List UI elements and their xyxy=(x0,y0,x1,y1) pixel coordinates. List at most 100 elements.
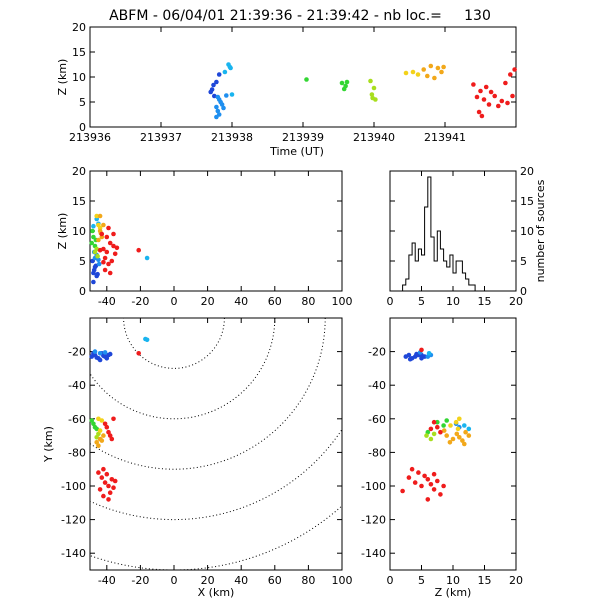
data-point xyxy=(455,426,461,432)
data-point xyxy=(476,109,482,115)
data-point xyxy=(478,88,483,94)
data-point xyxy=(371,85,377,91)
x-tick-label: 0 xyxy=(171,295,178,308)
data-point xyxy=(410,69,416,75)
data-point xyxy=(111,243,116,249)
data-point xyxy=(101,259,106,265)
data-point xyxy=(111,416,116,422)
data-point xyxy=(102,255,108,261)
data-point xyxy=(96,237,101,243)
sources-axis-label: number of sources xyxy=(534,179,547,282)
data-point xyxy=(136,247,141,253)
data-point xyxy=(91,267,97,273)
data-point xyxy=(428,482,434,487)
data-point xyxy=(428,426,434,432)
data-point xyxy=(101,466,106,472)
data-point xyxy=(343,83,348,89)
data-point xyxy=(212,93,217,99)
x-tick-label: 15 xyxy=(478,295,492,308)
x-tick-label: 213940 xyxy=(353,131,395,144)
data-point xyxy=(419,347,424,353)
data-point xyxy=(481,97,487,102)
data-point xyxy=(90,228,95,234)
data-point xyxy=(114,245,120,251)
x-tick-label: 100 xyxy=(332,574,353,587)
data-point xyxy=(101,493,106,499)
x-tick-label: 213936 xyxy=(69,131,111,144)
data-point xyxy=(112,251,118,257)
y-tick-label: -120 xyxy=(61,514,86,527)
y-tick-label: -60 xyxy=(368,413,386,426)
data-point xyxy=(444,433,450,438)
data-point xyxy=(428,63,434,69)
data-point xyxy=(109,436,115,442)
data-point xyxy=(435,419,440,425)
x-tick-label: 213938 xyxy=(211,131,253,144)
data-point xyxy=(97,213,103,219)
y-tick-label: 5 xyxy=(520,255,527,268)
data-point xyxy=(136,351,141,356)
data-point xyxy=(216,97,222,102)
data-point xyxy=(426,351,432,356)
data-point xyxy=(144,255,150,261)
data-point xyxy=(425,73,430,79)
data-point xyxy=(96,443,101,449)
data-point xyxy=(474,94,480,100)
x-tick-label: 20 xyxy=(509,574,523,587)
data-point xyxy=(403,70,409,76)
y-tick-label: -120 xyxy=(361,514,386,527)
data-point xyxy=(510,93,515,99)
data-point xyxy=(435,65,441,71)
y-axis-label: Y (km) xyxy=(42,426,55,463)
data-point xyxy=(447,440,453,445)
data-point xyxy=(97,351,103,356)
y-tick-label: 10 xyxy=(72,225,86,238)
data-point xyxy=(406,475,412,480)
data-point xyxy=(229,92,235,97)
y-tick-label: -20 xyxy=(368,346,386,359)
x-tick-label: 40 xyxy=(234,574,248,587)
data-point xyxy=(99,231,105,237)
data-point xyxy=(512,67,517,72)
data-point xyxy=(102,350,108,355)
data-point xyxy=(95,253,100,259)
data-point xyxy=(492,93,498,99)
z-axis-label: Z (km) xyxy=(56,213,69,250)
data-point xyxy=(416,470,421,475)
y-tick-label: -100 xyxy=(361,480,386,493)
data-point xyxy=(466,433,472,438)
data-point xyxy=(435,478,440,484)
data-point xyxy=(107,240,113,246)
data-point xyxy=(208,89,213,95)
x-tick-label: 40 xyxy=(234,295,248,308)
x-tick-label: 213941 xyxy=(424,131,466,144)
data-point xyxy=(109,258,115,264)
y-tick-label: 5 xyxy=(79,255,86,268)
x-tick-label: 213939 xyxy=(282,131,324,144)
data-point xyxy=(95,271,100,277)
data-point xyxy=(104,424,110,430)
data-point xyxy=(96,261,102,267)
x-tick-label: 10 xyxy=(446,574,460,587)
data-point xyxy=(102,267,108,273)
data-point xyxy=(414,351,419,357)
time-height-panel: 213936 213937 213938 213939 213940 213941 0 5 10… xyxy=(56,21,517,158)
data-point xyxy=(339,80,345,86)
y-tick-label: 0 xyxy=(79,285,86,298)
x-tick-label: 60 xyxy=(268,295,282,308)
data-point xyxy=(400,488,405,494)
data-point xyxy=(431,431,437,437)
data-point xyxy=(224,93,229,98)
time-axis-label: Time (UT) xyxy=(269,145,324,158)
data-point xyxy=(496,103,501,109)
data-point xyxy=(109,477,115,482)
data-point xyxy=(479,113,485,119)
data-point xyxy=(439,69,444,75)
data-point xyxy=(94,435,99,440)
y-tick-label: 15 xyxy=(72,46,86,59)
y-tick-label: -40 xyxy=(368,379,386,392)
data-point xyxy=(111,485,116,491)
data-point xyxy=(457,416,462,422)
time-height-frame xyxy=(89,26,517,128)
x-tick-label: 80 xyxy=(301,295,315,308)
